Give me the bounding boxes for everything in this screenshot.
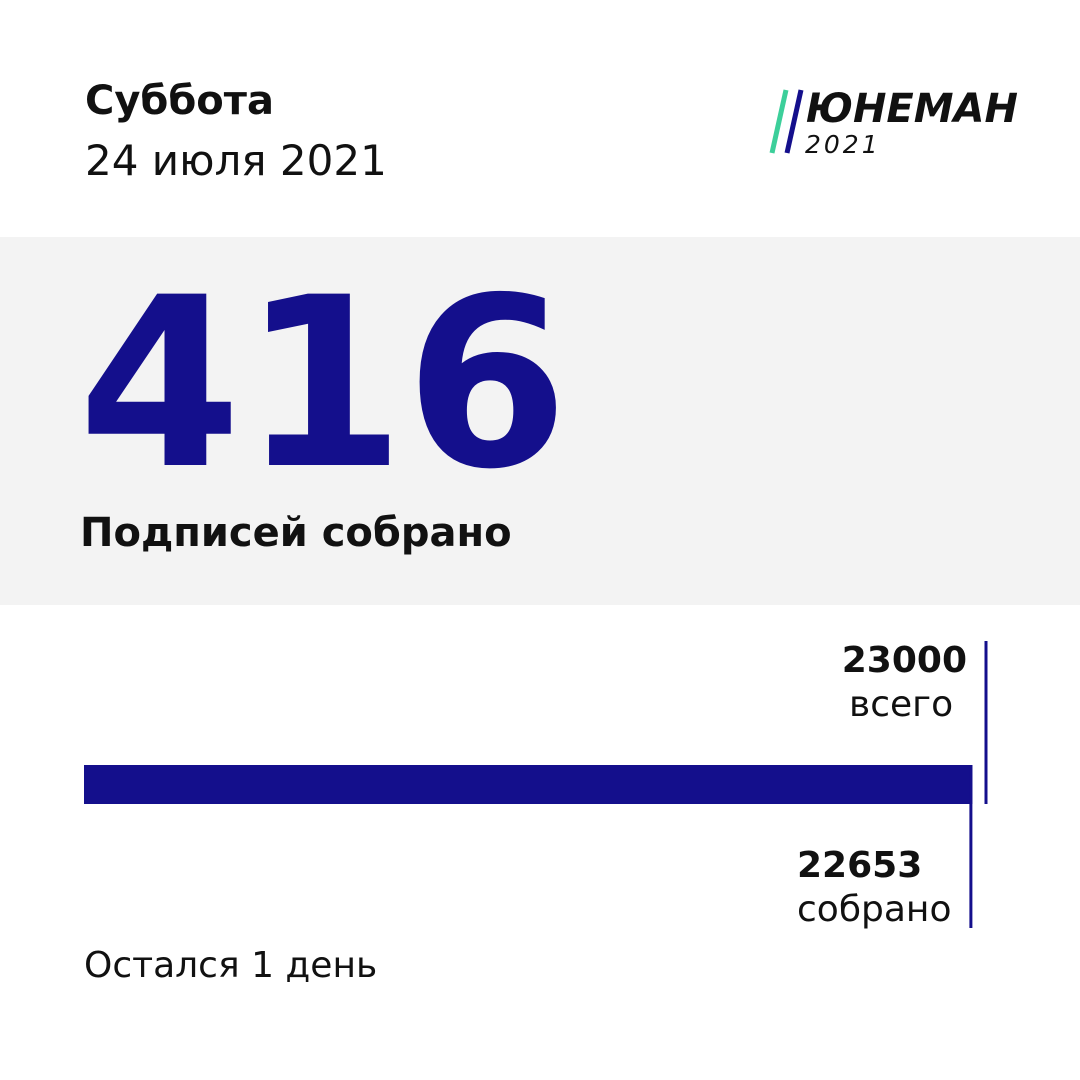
collected-value: 22653 — [797, 845, 922, 886]
weekday: Суббота — [85, 78, 274, 124]
daily-label: Подписей собрано — [80, 510, 512, 556]
date: 24 июля 2021 — [85, 136, 387, 185]
goal-value: 23000 — [842, 640, 967, 681]
logo: ЮНЕМАН 2021 — [769, 86, 1018, 159]
collected-label: собрано — [797, 889, 952, 930]
highlight-panel — [0, 237, 1080, 605]
logo-stripe — [784, 89, 804, 154]
logo-year: 2021 — [805, 130, 881, 159]
logo-name: ЮНЕМАН — [806, 86, 1018, 132]
footer-note: Остался 1 день — [84, 945, 377, 986]
logo-stripe — [769, 89, 789, 154]
goal-label: всего — [849, 684, 953, 725]
progress-bar — [84, 765, 973, 804]
daily-count: 416 — [78, 248, 569, 521]
